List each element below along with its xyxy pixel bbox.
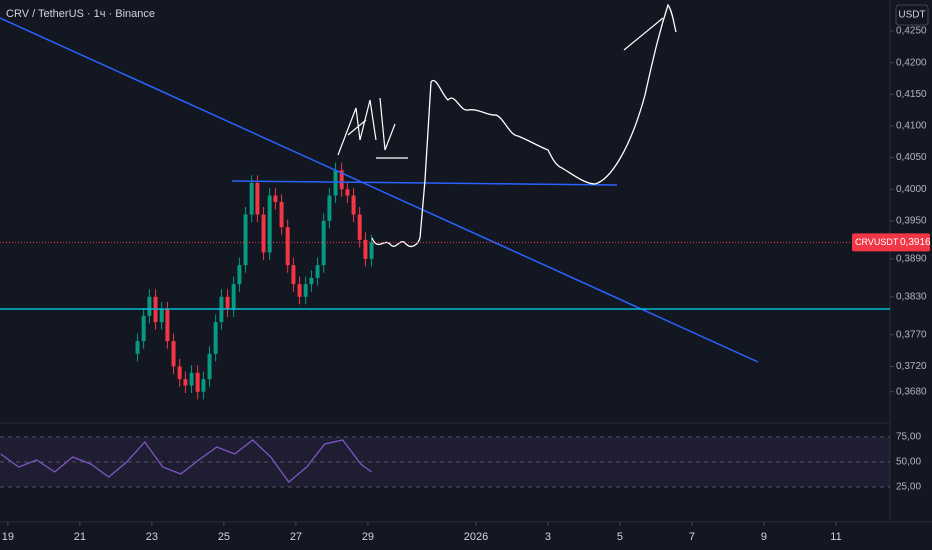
price-tag xyxy=(852,233,930,252)
y-tick-label: 0,4200 xyxy=(896,57,927,68)
y-tick-label: 0,3890 xyxy=(896,253,927,264)
y-tick-label: 0,4100 xyxy=(896,121,927,132)
candle-body xyxy=(159,309,164,323)
price-tag-name: CRVUSDT xyxy=(855,237,899,247)
forecast-drawing xyxy=(371,3,677,248)
y-tick-label: 75,00 xyxy=(896,432,921,443)
x-tick-label: 9 xyxy=(761,531,767,543)
candle-body xyxy=(291,265,296,285)
x-tick-label: 11 xyxy=(830,531,841,543)
y-tick-label: 0,3680 xyxy=(896,386,927,397)
candle-body xyxy=(225,296,230,310)
candle-body xyxy=(357,214,362,240)
candle-body xyxy=(207,353,212,380)
x-tick-label: 7 xyxy=(689,531,695,543)
candle-body xyxy=(231,284,236,310)
candle-body xyxy=(261,214,266,253)
y-tick-label: 0,4050 xyxy=(896,152,927,163)
candle-body xyxy=(327,195,332,221)
candle-body xyxy=(321,220,326,266)
price-tag-value: 0,3916 xyxy=(900,237,931,248)
x-tick-label: 21 xyxy=(74,531,86,543)
y-tick-label: 0,3720 xyxy=(896,361,927,372)
y-tick-label: 0,4250 xyxy=(896,26,927,37)
candle-body xyxy=(267,195,272,253)
y-tick-label: 0,3770 xyxy=(896,329,927,340)
y-tick-label: 0,3830 xyxy=(896,291,927,302)
candle-body xyxy=(237,265,242,285)
rsi-band xyxy=(0,437,890,487)
trend-line xyxy=(0,17,759,363)
x-tick-label: 2026 xyxy=(464,531,488,543)
currency-label[interactable]: USDT xyxy=(898,10,925,21)
candle-body xyxy=(243,214,248,266)
candle-body xyxy=(255,182,260,215)
candle-body xyxy=(309,277,314,285)
currency-button[interactable] xyxy=(895,4,929,26)
y-tick-label: 25,00 xyxy=(896,482,921,493)
x-tick-label: 23 xyxy=(146,531,158,543)
candle-body xyxy=(363,239,368,259)
rsi-line xyxy=(0,439,372,483)
x-tick-label: 25 xyxy=(218,531,230,543)
candle-body xyxy=(213,322,218,354)
candle-body xyxy=(201,379,206,392)
x-tick-label: 27 xyxy=(290,531,302,543)
candle-body xyxy=(351,195,356,215)
x-tick-label: 3 xyxy=(545,531,551,543)
candle-body xyxy=(195,372,200,392)
y-tick-label: 0,3950 xyxy=(896,216,927,227)
candle-body xyxy=(273,195,278,202)
sketch-marks xyxy=(337,17,664,159)
candle-body xyxy=(171,341,176,367)
candle-body xyxy=(165,309,170,342)
candle-body xyxy=(285,227,290,266)
candle-body xyxy=(177,366,182,380)
candle-body xyxy=(183,379,188,386)
candle-body xyxy=(141,315,146,342)
candle-body xyxy=(333,170,338,196)
candle-body xyxy=(315,265,320,278)
y-tick-label: 50,00 xyxy=(896,457,921,468)
x-tick-label: 29 xyxy=(362,531,374,543)
candle-body xyxy=(147,296,152,316)
y-tick-label: 0,4150 xyxy=(896,89,927,100)
candle-body xyxy=(303,284,308,297)
candle-body xyxy=(249,182,254,215)
x-tick-label: 5 xyxy=(617,531,623,543)
candle-body xyxy=(189,372,194,386)
candle-body xyxy=(135,341,140,354)
y-tick-label: 0,4000 xyxy=(896,184,927,195)
symbol-title: CRV / TetherUS · 1ч · Binance xyxy=(6,8,155,20)
candle-body xyxy=(339,170,344,190)
candle-body xyxy=(345,189,350,196)
candle-body xyxy=(279,201,284,228)
x-tick-label: 19 xyxy=(2,531,14,543)
candle-body xyxy=(369,242,374,259)
candle-body xyxy=(297,284,302,297)
